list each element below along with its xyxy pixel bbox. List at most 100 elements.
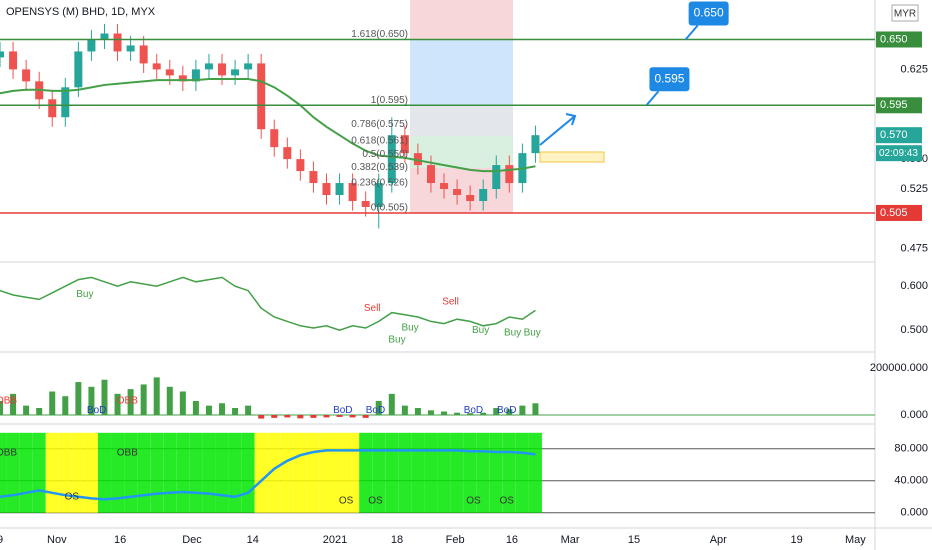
- zone-column: [333, 432, 347, 513]
- zone-column: [450, 432, 464, 513]
- bar: [336, 415, 343, 417]
- bar: [36, 407, 43, 416]
- zone-blue: [410, 40, 513, 106]
- zone-column: [267, 432, 281, 513]
- zone-column: [137, 432, 151, 513]
- candle-body: [48, 99, 57, 118]
- annotation: Buy: [388, 335, 405, 346]
- candle-body: [191, 69, 200, 82]
- annotation: OS: [499, 495, 514, 506]
- bar: [62, 396, 69, 416]
- candle-body: [492, 165, 501, 190]
- candle-body: [400, 135, 409, 154]
- bar: [179, 391, 186, 416]
- zone-column: [0, 432, 7, 513]
- zone-column: [111, 432, 125, 513]
- y-tick-label: 80.000: [894, 443, 928, 455]
- chart-title: OPENSYS (M) BHD, 1D, MYX: [6, 6, 156, 18]
- annotation: OBB: [0, 396, 17, 407]
- zone-column: [280, 432, 294, 513]
- zone-column: [202, 432, 216, 513]
- target-box: [539, 151, 605, 163]
- bar: [401, 405, 408, 416]
- fib-label: 1(0.595): [371, 95, 408, 106]
- callout-box: [649, 67, 690, 92]
- x-tick-label: 2021: [323, 534, 347, 546]
- annotation: OBB: [117, 396, 138, 407]
- callout-label: 0.595: [654, 71, 684, 85]
- zone-column: [241, 432, 255, 513]
- countdown-box: [876, 145, 922, 162]
- annotation: OS: [466, 495, 481, 506]
- bar: [219, 403, 226, 416]
- fib-label: 0.236(0.526): [351, 177, 408, 188]
- candle-body: [218, 63, 227, 76]
- price-tag-label: 0.595: [880, 99, 908, 111]
- zone-column: [228, 432, 242, 513]
- bar: [0, 400, 3, 416]
- y-tick-label: 0.500: [900, 324, 928, 336]
- fib-label: 0.786(0.575): [351, 119, 408, 130]
- bar: [284, 415, 291, 418]
- zone-column: [32, 432, 46, 513]
- price-tag: [876, 127, 922, 144]
- y-tick-label: 40.000: [894, 475, 928, 487]
- zone-column: [346, 432, 360, 513]
- zone-red: [410, 0, 513, 40]
- bar: [519, 405, 526, 416]
- annotation: Sell: [364, 303, 381, 314]
- bar: [297, 415, 304, 419]
- zone-column: [398, 432, 412, 513]
- bar: [192, 400, 199, 416]
- bar: [506, 409, 513, 416]
- zone-column: [385, 432, 399, 513]
- bar: [310, 415, 317, 418]
- bar: [101, 379, 108, 416]
- candle-body: [361, 200, 370, 207]
- fib-label: 0.618(0.561): [351, 136, 408, 147]
- zone-column: [19, 432, 33, 513]
- x-tick-label: 16: [114, 534, 126, 546]
- bar: [114, 393, 121, 416]
- zone-column: [463, 432, 477, 513]
- bar: [414, 407, 421, 416]
- bar: [349, 415, 356, 418]
- candle-body: [387, 135, 396, 184]
- x-tick-label: Feb: [446, 534, 465, 546]
- zone-column: [71, 432, 85, 513]
- x-tick-label: 14: [247, 534, 259, 546]
- candle-body: [296, 159, 305, 172]
- candle-body: [165, 69, 174, 76]
- indicator-line: [0, 276, 536, 331]
- annotation: Buy: [472, 325, 489, 336]
- zone-column: [437, 432, 451, 513]
- zone-column: [424, 432, 438, 513]
- zone-column: [411, 432, 425, 513]
- annotation: BoD: [87, 405, 106, 416]
- y-tick-label: 0.000: [900, 409, 928, 421]
- candle-body: [505, 165, 514, 184]
- zone-column: [84, 432, 98, 513]
- annotation: Buy: [524, 327, 541, 338]
- zone-column: [215, 432, 229, 513]
- annotation: Sell: [442, 297, 459, 308]
- bar: [427, 410, 434, 416]
- annotation: OBB: [0, 447, 17, 458]
- fib-label: 0.382(0.539): [351, 162, 408, 173]
- bar: [271, 415, 278, 418]
- zone-column: [528, 432, 542, 513]
- fib-label: 0(0.505): [371, 203, 408, 214]
- zone-column: [293, 432, 307, 513]
- bar: [532, 403, 539, 416]
- zone-green: [410, 136, 513, 168]
- candle-body: [22, 69, 31, 82]
- candle-body: [257, 63, 266, 130]
- price-tag-label: 0.570: [880, 129, 908, 141]
- candle-body: [61, 87, 70, 118]
- bar: [153, 377, 160, 416]
- bar: [323, 415, 330, 418]
- countdown: 02:09:43: [879, 148, 918, 159]
- price-tag: [876, 97, 922, 114]
- bar: [10, 393, 17, 416]
